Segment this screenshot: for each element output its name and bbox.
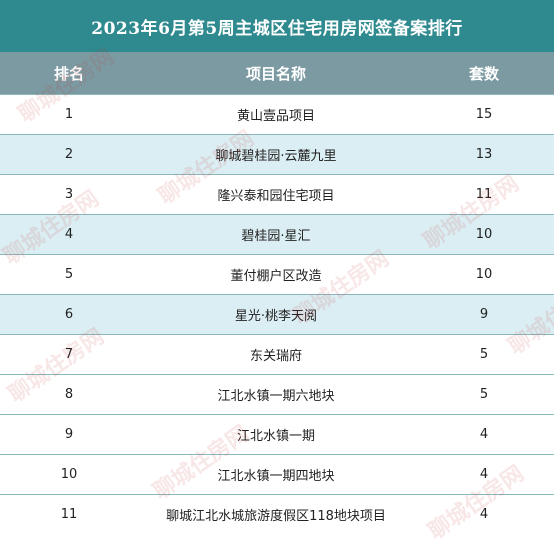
project-name-cell: 聊城碧桂园·云麓九里 bbox=[215, 149, 337, 164]
header-count: 套数 bbox=[468, 64, 499, 83]
table-row: 5 董付棚户区改造 10 bbox=[0, 254, 554, 294]
count-cell: 4 bbox=[479, 427, 489, 442]
count-cell: 11 bbox=[475, 187, 493, 202]
project-name-cell: 东关瑞府 bbox=[249, 349, 302, 364]
table-title: 2023年6月第5周主城区住宅用房网签备案排行 bbox=[0, 0, 554, 52]
rank-cell: 9 bbox=[64, 427, 74, 442]
table-row: 11 聊城江北水城旅游度假区118地块项目 4 bbox=[0, 494, 554, 534]
rank-cell: 3 bbox=[64, 187, 74, 202]
count-cell: 10 bbox=[475, 227, 493, 242]
project-name-cell: 碧桂园·星汇 bbox=[241, 229, 311, 244]
table-row: 2 聊城碧桂园·云麓九里 13 bbox=[0, 134, 554, 174]
header-rank: 排名 bbox=[53, 64, 84, 83]
count-cell: 13 bbox=[475, 147, 493, 162]
project-name-cell: 黄山壹品项目 bbox=[236, 109, 315, 124]
count-cell: 10 bbox=[475, 267, 493, 282]
project-name-cell: 江北水镇一期六地块 bbox=[217, 389, 335, 404]
count-cell: 9 bbox=[479, 307, 489, 322]
table-row: 1 黄山壹品项目 15 bbox=[0, 94, 554, 134]
project-name-cell: 江北水镇一期四地块 bbox=[217, 469, 335, 484]
rank-cell: 8 bbox=[64, 387, 74, 402]
count-cell: 15 bbox=[475, 107, 493, 122]
table-row: 8 江北水镇一期六地块 5 bbox=[0, 374, 554, 414]
rank-cell: 6 bbox=[64, 307, 74, 322]
project-name-cell: 董付棚户区改造 bbox=[230, 269, 322, 284]
project-name-cell: 星光·桃李天阅 bbox=[234, 309, 318, 324]
table-header-row: 排名 项目名称 套数 bbox=[0, 52, 554, 94]
rank-cell: 5 bbox=[64, 267, 74, 282]
table-row: 4 碧桂园·星汇 10 bbox=[0, 214, 554, 254]
project-name-cell: 江北水镇一期 bbox=[236, 429, 315, 444]
rank-cell: 2 bbox=[64, 147, 74, 162]
table-row: 10 江北水镇一期四地块 4 bbox=[0, 454, 554, 494]
rank-cell: 10 bbox=[60, 467, 78, 482]
count-cell: 5 bbox=[479, 347, 489, 362]
table-row: 7 东关瑞府 5 bbox=[0, 334, 554, 374]
table-row: 9 江北水镇一期 4 bbox=[0, 414, 554, 454]
rank-cell: 7 bbox=[64, 347, 74, 362]
rank-cell: 4 bbox=[64, 227, 74, 242]
header-project-name: 项目名称 bbox=[245, 64, 306, 83]
project-name-cell: 隆兴泰和园住宅项目 bbox=[217, 189, 335, 204]
count-cell: 4 bbox=[479, 507, 489, 522]
count-cell: 5 bbox=[479, 387, 489, 402]
ranking-table: 排名 项目名称 套数 1 黄山壹品项目 15 2 聊城碧桂园·云麓九里 13 3… bbox=[0, 52, 554, 534]
count-cell: 4 bbox=[479, 467, 489, 482]
table-row: 3 隆兴泰和园住宅项目 11 bbox=[0, 174, 554, 214]
rank-cell: 11 bbox=[60, 507, 78, 522]
table-row: 6 星光·桃李天阅 9 bbox=[0, 294, 554, 334]
rank-cell: 1 bbox=[64, 107, 74, 122]
project-name-cell: 聊城江北水城旅游度假区118地块项目 bbox=[166, 509, 386, 524]
